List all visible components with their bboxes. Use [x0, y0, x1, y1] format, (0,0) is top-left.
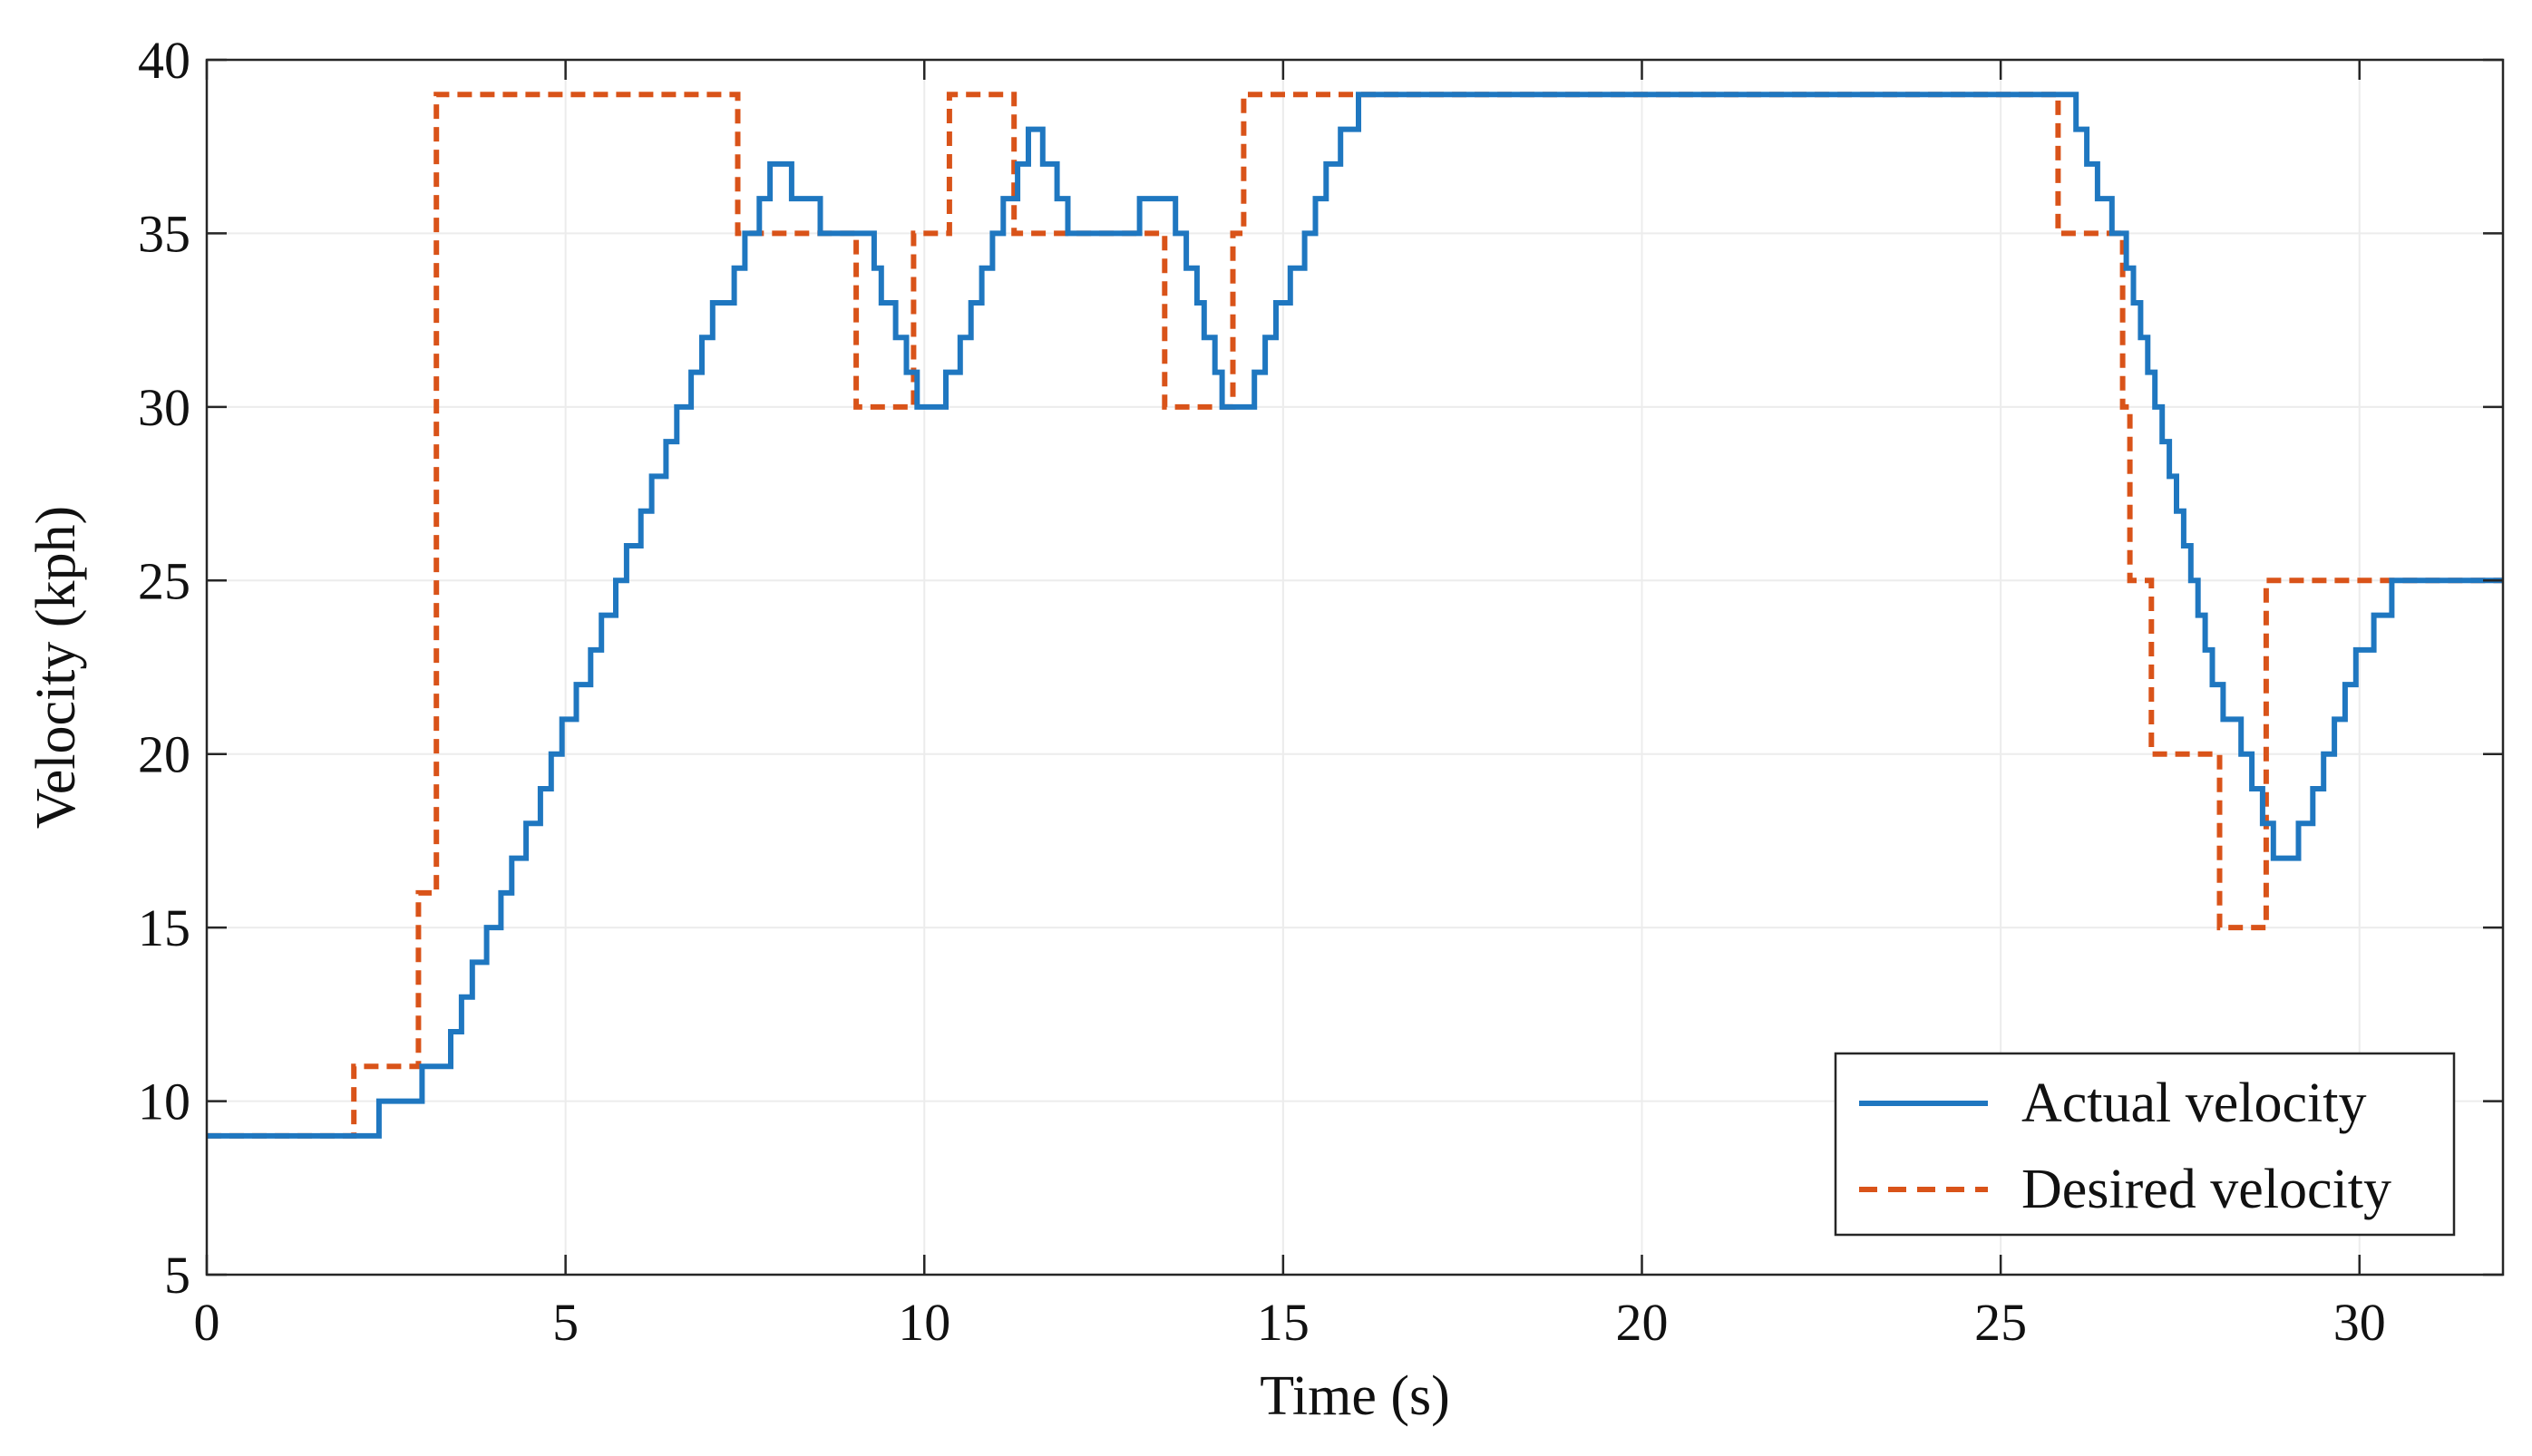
legend-actual-velocity-label: Actual velocity [2021, 1073, 2366, 1134]
y-tick-label: 15 [138, 898, 190, 957]
y-tick-label: 40 [138, 31, 190, 90]
legend: Actual velocity Desired velocity [1834, 1052, 2456, 1237]
y-axis-label: Velocity (kph) [25, 506, 87, 829]
plot-frame [205, 58, 2505, 1276]
y-tick-label: 30 [138, 378, 190, 437]
x-tick-label: 25 [1974, 1293, 2027, 1352]
y-tick-label: 5 [164, 1246, 190, 1305]
y-tick-label: 35 [138, 204, 190, 263]
y-tick-label: 20 [138, 725, 190, 784]
x-axis-label: Time (s) [1260, 1365, 1450, 1427]
legend-desired-velocity-label: Desired velocity [2021, 1159, 2391, 1220]
x-tick-label: 30 [2333, 1293, 2386, 1352]
y-tick-label: 25 [138, 551, 190, 610]
x-tick-label: 0 [194, 1293, 220, 1352]
x-tick-label: 20 [1616, 1293, 1669, 1352]
legend-box [1834, 1052, 2456, 1237]
desired-velocity-line [207, 92, 2503, 1139]
y-tick-label: 10 [138, 1073, 190, 1131]
actual-velocity-line [207, 92, 2503, 1139]
x-tick-label: 10 [898, 1293, 950, 1352]
x-tick-label: 5 [552, 1293, 579, 1352]
plot-series [207, 92, 2503, 1139]
x-tick-label: 15 [1257, 1293, 1310, 1352]
